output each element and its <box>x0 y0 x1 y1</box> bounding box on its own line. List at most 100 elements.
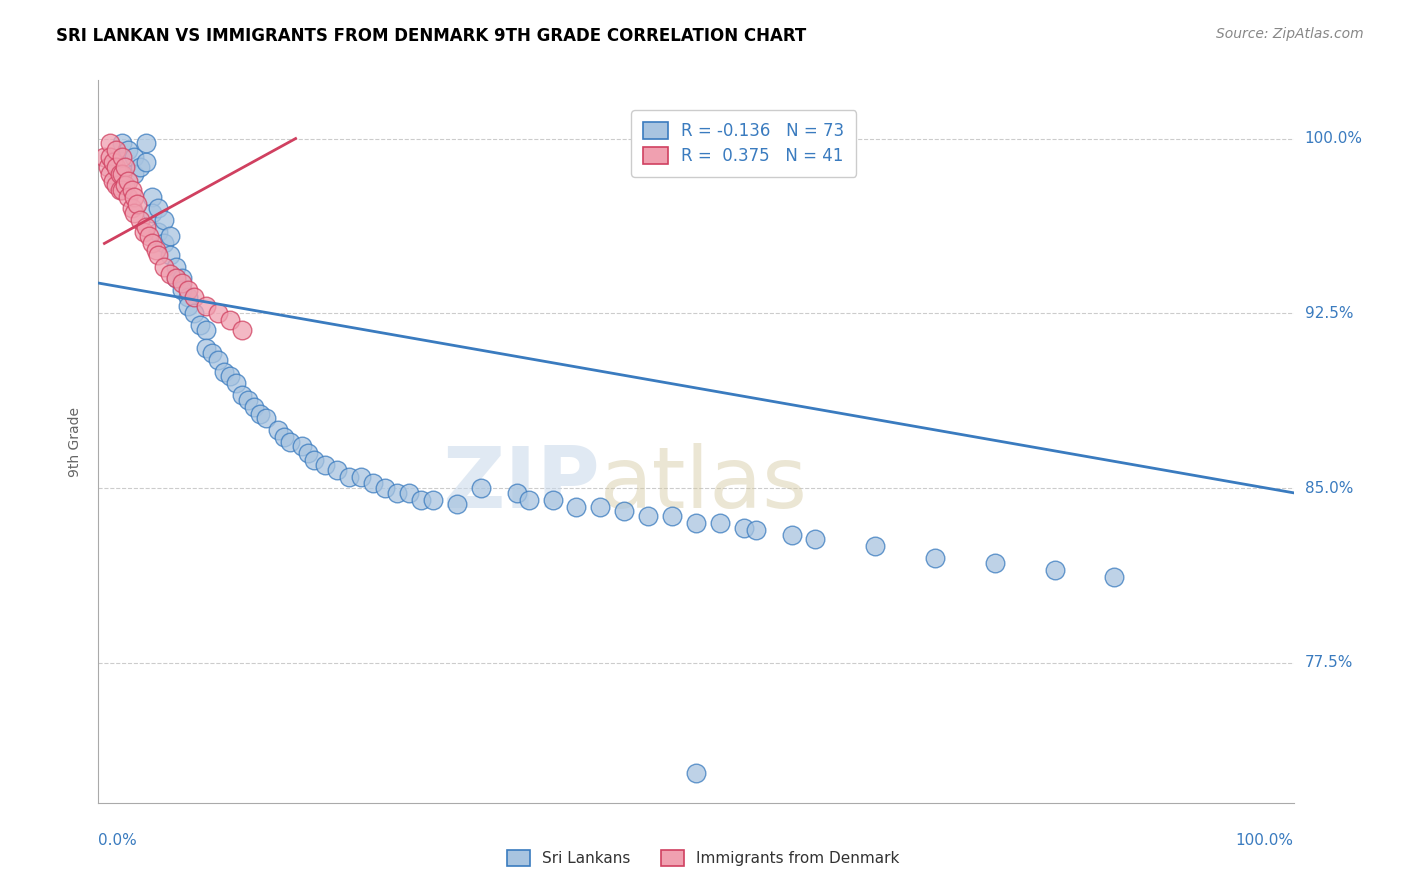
Point <box>183 306 205 320</box>
Point <box>745 523 768 537</box>
Point <box>153 213 176 227</box>
Point <box>165 260 187 274</box>
Point <box>231 323 253 337</box>
Point <box>153 260 176 274</box>
Point <box>108 183 131 197</box>
Point <box>121 183 143 197</box>
Point <box>219 313 242 327</box>
Point <box>117 173 139 187</box>
Point <box>172 283 194 297</box>
Point <box>129 213 152 227</box>
Text: 77.5%: 77.5% <box>1305 656 1353 671</box>
Point <box>111 167 134 181</box>
Point <box>117 190 139 204</box>
Point <box>326 462 349 476</box>
Point <box>98 167 122 181</box>
Point <box>733 521 755 535</box>
Point <box>565 500 588 514</box>
Point <box>709 516 731 530</box>
Point <box>219 369 242 384</box>
Point <box>105 178 128 193</box>
Point <box>188 318 211 332</box>
Point <box>141 236 163 251</box>
Point <box>177 283 200 297</box>
Point <box>183 290 205 304</box>
Text: SRI LANKAN VS IMMIGRANTS FROM DENMARK 9TH GRADE CORRELATION CHART: SRI LANKAN VS IMMIGRANTS FROM DENMARK 9T… <box>56 27 807 45</box>
Point <box>125 196 148 211</box>
Point <box>114 178 136 193</box>
Point <box>138 229 160 244</box>
Point <box>101 173 124 187</box>
Point <box>195 299 218 313</box>
Point <box>165 271 187 285</box>
Point <box>93 150 115 164</box>
Point <box>685 765 707 780</box>
Point <box>613 504 636 518</box>
Point <box>278 434 301 449</box>
Point <box>111 150 134 164</box>
Point <box>804 533 827 547</box>
Point <box>129 160 152 174</box>
Point <box>541 492 564 507</box>
Point <box>339 469 361 483</box>
Point <box>924 551 946 566</box>
Text: 85.0%: 85.0% <box>1305 481 1353 496</box>
Text: ZIP: ZIP <box>443 443 600 526</box>
Point <box>249 407 271 421</box>
Point <box>207 353 229 368</box>
Point <box>517 492 540 507</box>
Point <box>236 392 259 407</box>
Point <box>177 299 200 313</box>
Point <box>148 202 170 216</box>
Text: 0.0%: 0.0% <box>98 833 138 848</box>
Point <box>267 423 290 437</box>
Text: 92.5%: 92.5% <box>1305 306 1353 321</box>
Point <box>148 225 170 239</box>
Point <box>374 481 396 495</box>
Point <box>111 183 134 197</box>
Point <box>124 190 146 204</box>
Point <box>101 154 124 169</box>
Point <box>117 143 139 157</box>
Point <box>172 276 194 290</box>
Point <box>212 365 235 379</box>
Point <box>172 271 194 285</box>
Point <box>984 556 1007 570</box>
Point <box>589 500 612 514</box>
Point <box>124 167 146 181</box>
Point <box>291 439 314 453</box>
Point <box>780 528 803 542</box>
Point <box>685 516 707 530</box>
Point <box>165 271 187 285</box>
Point <box>254 411 277 425</box>
Point <box>207 306 229 320</box>
Y-axis label: 9th Grade: 9th Grade <box>67 407 82 476</box>
Text: 100.0%: 100.0% <box>1236 833 1294 848</box>
Point <box>225 376 247 391</box>
Point <box>105 160 128 174</box>
Point <box>124 150 146 164</box>
Point <box>195 341 218 355</box>
Point <box>148 248 170 262</box>
Legend: Sri Lankans, Immigrants from Denmark: Sri Lankans, Immigrants from Denmark <box>498 841 908 875</box>
Point <box>141 206 163 220</box>
Point <box>398 485 420 500</box>
Point <box>98 150 122 164</box>
Point <box>637 509 659 524</box>
Point <box>446 498 468 512</box>
Point <box>865 540 887 554</box>
Point <box>159 267 181 281</box>
Point <box>114 160 136 174</box>
Point <box>141 190 163 204</box>
Point <box>111 136 134 151</box>
Point <box>661 509 683 524</box>
Point <box>105 143 128 157</box>
Point <box>1104 570 1126 584</box>
Point <box>153 236 176 251</box>
Point <box>422 492 444 507</box>
Point <box>231 388 253 402</box>
Point <box>159 229 181 244</box>
Point <box>506 485 529 500</box>
Point <box>302 453 325 467</box>
Legend: R = -0.136   N = 73, R =  0.375   N = 41: R = -0.136 N = 73, R = 0.375 N = 41 <box>631 111 856 177</box>
